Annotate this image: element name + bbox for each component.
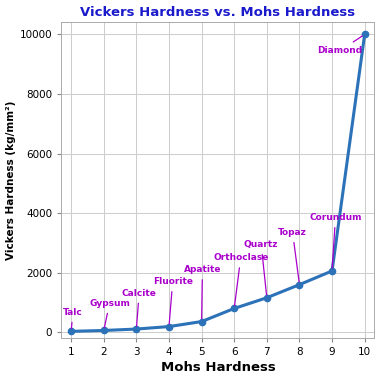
Y-axis label: Vickers Hardness (kg/mm²): Vickers Hardness (kg/mm²) (6, 101, 16, 260)
X-axis label: Mohs Hardness: Mohs Hardness (160, 361, 275, 374)
Text: Diamond: Diamond (317, 36, 363, 55)
Text: Corundum: Corundum (309, 213, 362, 268)
Text: Talc: Talc (63, 308, 83, 329)
Text: Apatite: Apatite (184, 265, 221, 319)
Text: Gypsum: Gypsum (89, 299, 130, 328)
Text: Topaz: Topaz (278, 228, 307, 282)
Text: Calcite: Calcite (122, 289, 157, 326)
Text: Orthoclase: Orthoclase (213, 253, 268, 306)
Text: Fluorite: Fluorite (153, 277, 193, 324)
Title: Vickers Hardness vs. Mohs Hardness: Vickers Hardness vs. Mohs Hardness (80, 6, 355, 19)
Text: Quartz: Quartz (244, 240, 279, 295)
